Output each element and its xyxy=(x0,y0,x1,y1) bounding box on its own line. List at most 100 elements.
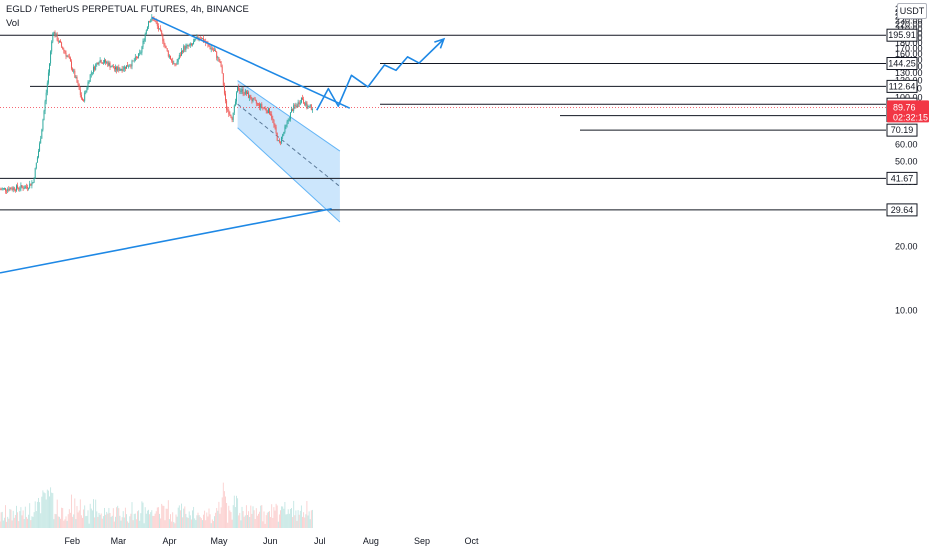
volume-bar xyxy=(226,503,227,528)
volume-bar xyxy=(206,513,207,528)
volume-bar xyxy=(57,500,58,528)
candle-body xyxy=(179,55,180,59)
candle-body xyxy=(12,189,13,190)
volume-bar xyxy=(55,514,56,528)
candle-body xyxy=(24,188,25,189)
volume-bar xyxy=(155,514,156,528)
candle-body xyxy=(166,46,167,48)
volume-label: Vol xyxy=(6,18,19,29)
volume-bar xyxy=(39,502,40,528)
candle-body xyxy=(195,39,196,40)
volume-bar xyxy=(111,517,112,528)
volume-bar xyxy=(19,511,20,528)
time-tick-label: Mar xyxy=(111,536,127,546)
candle-body xyxy=(115,67,116,69)
candle-body xyxy=(66,53,67,56)
volume-bar xyxy=(232,520,233,528)
volume-bar xyxy=(309,511,310,528)
candle-body xyxy=(168,51,169,56)
candle-body xyxy=(69,57,70,58)
volume-bar xyxy=(148,510,149,528)
candle-body xyxy=(245,90,246,94)
candle-body xyxy=(125,67,126,69)
volume-bar xyxy=(165,520,166,528)
candle-body xyxy=(292,109,293,111)
candle-body xyxy=(8,189,9,190)
volume-bar xyxy=(101,514,102,528)
volume-bar xyxy=(124,517,125,528)
volume-bar xyxy=(70,513,71,528)
candle-body xyxy=(194,39,195,42)
volume-bar xyxy=(287,514,288,528)
candle-body xyxy=(190,44,191,46)
candle-body xyxy=(103,63,104,64)
candle-body xyxy=(13,188,14,190)
volume-bar xyxy=(249,517,250,528)
volume-bar xyxy=(178,508,179,528)
volume-bar xyxy=(302,517,303,528)
volume-bar xyxy=(144,523,145,528)
volume-bar xyxy=(243,511,244,528)
volume-bar xyxy=(53,519,54,528)
candle-body xyxy=(217,57,218,58)
price-tick-label: 20.00 xyxy=(895,241,918,251)
volume-bar xyxy=(158,507,159,528)
candle-body xyxy=(183,46,184,52)
candle-body xyxy=(92,72,93,73)
candle-body xyxy=(63,49,64,50)
candle-body xyxy=(303,99,304,102)
volume-bar xyxy=(210,514,211,528)
volume-bar xyxy=(184,506,185,528)
candle-body xyxy=(282,134,283,136)
volume-bar xyxy=(121,521,122,528)
candle-body xyxy=(102,63,103,64)
candle-body xyxy=(147,27,148,30)
candle-body xyxy=(278,140,279,141)
volume-bar xyxy=(270,517,271,528)
volume-bar xyxy=(300,511,301,528)
candle-body xyxy=(74,71,75,78)
volume-bar xyxy=(298,510,299,528)
candle-body xyxy=(243,89,244,94)
time-tick-label: Jul xyxy=(314,536,326,546)
candle-body xyxy=(45,101,46,111)
volume-bar xyxy=(140,513,141,528)
volume-bar xyxy=(207,516,208,528)
volume-bar xyxy=(15,515,16,528)
volume-bar xyxy=(122,517,123,528)
candle-body xyxy=(5,188,6,191)
candle-body xyxy=(60,41,61,43)
candle-body xyxy=(56,34,57,36)
volume-bar xyxy=(277,505,278,528)
volume-bar xyxy=(156,511,157,528)
volume-bar xyxy=(256,508,257,528)
candle-body xyxy=(300,103,301,104)
volume-bar xyxy=(191,519,192,528)
volume-bar xyxy=(279,514,280,528)
candle-body xyxy=(18,188,19,189)
volume-bar xyxy=(221,507,222,528)
candle-body xyxy=(110,63,111,68)
volume-bar xyxy=(189,511,190,528)
candle-body xyxy=(223,73,224,85)
candle-body xyxy=(25,187,26,189)
candle-body xyxy=(305,102,306,105)
candle-body xyxy=(34,178,35,182)
volume-bar xyxy=(214,516,215,528)
candle-body xyxy=(138,53,139,57)
time-tick-label: Feb xyxy=(64,536,80,546)
candle-body xyxy=(132,61,133,67)
volume-bar xyxy=(276,504,277,528)
currency-badge[interactable]: USDT xyxy=(897,3,927,19)
volume-bar xyxy=(246,505,247,528)
volume-bar xyxy=(67,521,68,528)
volume-bar xyxy=(115,517,116,528)
candle-body xyxy=(227,110,228,111)
volume-bar xyxy=(157,507,158,528)
volume-bar xyxy=(228,506,229,528)
candle-body xyxy=(114,68,115,69)
candle-body xyxy=(97,63,98,65)
